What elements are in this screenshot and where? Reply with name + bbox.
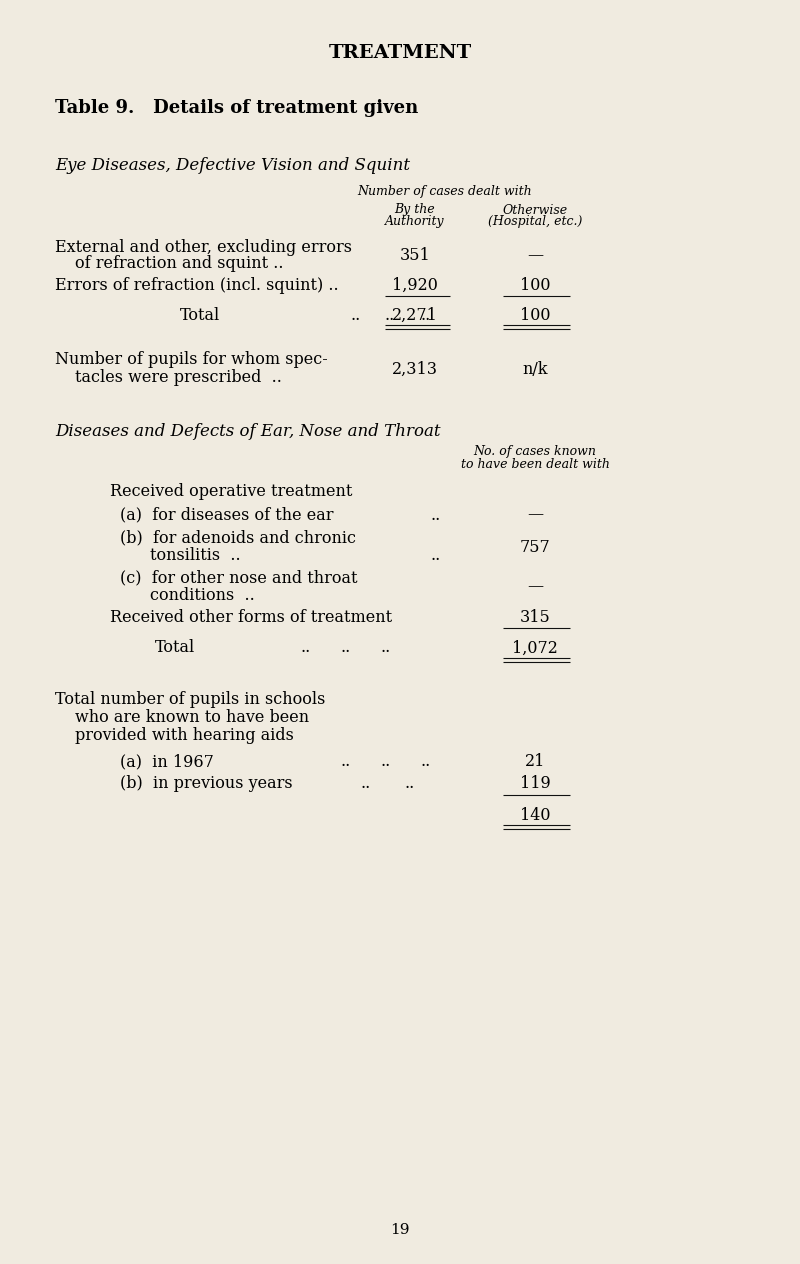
Text: ..: .. — [430, 547, 440, 565]
Text: (c)  for other nose and throat: (c) for other nose and throat — [120, 570, 358, 586]
Text: of refraction and squint ..: of refraction and squint .. — [75, 255, 283, 273]
Text: 315: 315 — [520, 609, 550, 627]
Text: Total: Total — [155, 640, 195, 656]
Text: tonsilitis  ..: tonsilitis .. — [150, 547, 241, 565]
Text: Received operative treatment: Received operative treatment — [110, 484, 352, 501]
Text: (a)  in 1967: (a) in 1967 — [120, 753, 214, 771]
Text: Eye Diseases, Defective Vision and Squint: Eye Diseases, Defective Vision and Squin… — [55, 157, 410, 173]
Text: —: — — [527, 579, 543, 595]
Text: ..: .. — [350, 306, 360, 324]
Text: Number of cases dealt with: Number of cases dealt with — [358, 186, 532, 198]
Text: 2,313: 2,313 — [392, 360, 438, 378]
Text: 19: 19 — [390, 1224, 410, 1237]
Text: 1,920: 1,920 — [392, 277, 438, 293]
Text: By the: By the — [394, 204, 435, 216]
Text: No. of cases known: No. of cases known — [474, 445, 597, 459]
Text: tacles were prescribed  ..: tacles were prescribed .. — [75, 369, 282, 387]
Text: —: — — [527, 507, 543, 523]
Text: ..: .. — [340, 640, 350, 656]
Text: Received other forms of treatment: Received other forms of treatment — [110, 609, 392, 627]
Text: who are known to have been: who are known to have been — [75, 709, 309, 727]
Text: (b)  for adenoids and chronic: (b) for adenoids and chronic — [120, 530, 356, 546]
Text: 1,072: 1,072 — [512, 640, 558, 656]
Text: 140: 140 — [520, 806, 550, 824]
Text: Errors of refraction (incl. squint) ..: Errors of refraction (incl. squint) .. — [55, 277, 338, 293]
Text: n/k: n/k — [522, 360, 548, 378]
Text: External and other, excluding errors: External and other, excluding errors — [55, 239, 352, 257]
Text: ..: .. — [380, 640, 390, 656]
Text: conditions  ..: conditions .. — [150, 588, 254, 604]
Text: ..: .. — [340, 753, 350, 771]
Text: (a)  for diseases of the ear: (a) for diseases of the ear — [120, 507, 334, 523]
Text: to have been dealt with: to have been dealt with — [461, 458, 610, 470]
Text: ..: .. — [420, 753, 430, 771]
Text: 757: 757 — [520, 538, 550, 555]
Text: Diseases and Defects of Ear, Nose and Throat: Diseases and Defects of Ear, Nose and Th… — [55, 423, 441, 440]
Text: ..: .. — [405, 776, 415, 793]
Text: Table 9.   Details of treatment given: Table 9. Details of treatment given — [55, 99, 418, 118]
Text: 2,271: 2,271 — [392, 306, 438, 324]
Text: ..: .. — [420, 306, 430, 324]
Text: provided with hearing aids: provided with hearing aids — [75, 728, 294, 744]
Text: (Hospital, etc.): (Hospital, etc.) — [488, 215, 582, 229]
Text: ..: .. — [300, 640, 310, 656]
Text: ..: .. — [385, 306, 395, 324]
Text: —: — — [527, 248, 543, 264]
Text: TREATMENT: TREATMENT — [328, 44, 472, 62]
Text: ..: .. — [360, 776, 370, 793]
Text: Authority: Authority — [385, 215, 445, 229]
Text: ..: .. — [430, 507, 440, 523]
Text: 21: 21 — [525, 753, 545, 771]
Text: Otherwise: Otherwise — [502, 204, 567, 216]
Text: Total: Total — [180, 306, 220, 324]
Text: ..: .. — [380, 753, 390, 771]
Text: Total number of pupils in schools: Total number of pupils in schools — [55, 691, 326, 709]
Text: 351: 351 — [400, 248, 430, 264]
Text: (b)  in previous years: (b) in previous years — [120, 776, 293, 793]
Text: 100: 100 — [520, 277, 550, 293]
Text: 100: 100 — [520, 306, 550, 324]
Text: 119: 119 — [520, 776, 550, 793]
Text: Number of pupils for whom spec-: Number of pupils for whom spec- — [55, 351, 328, 369]
